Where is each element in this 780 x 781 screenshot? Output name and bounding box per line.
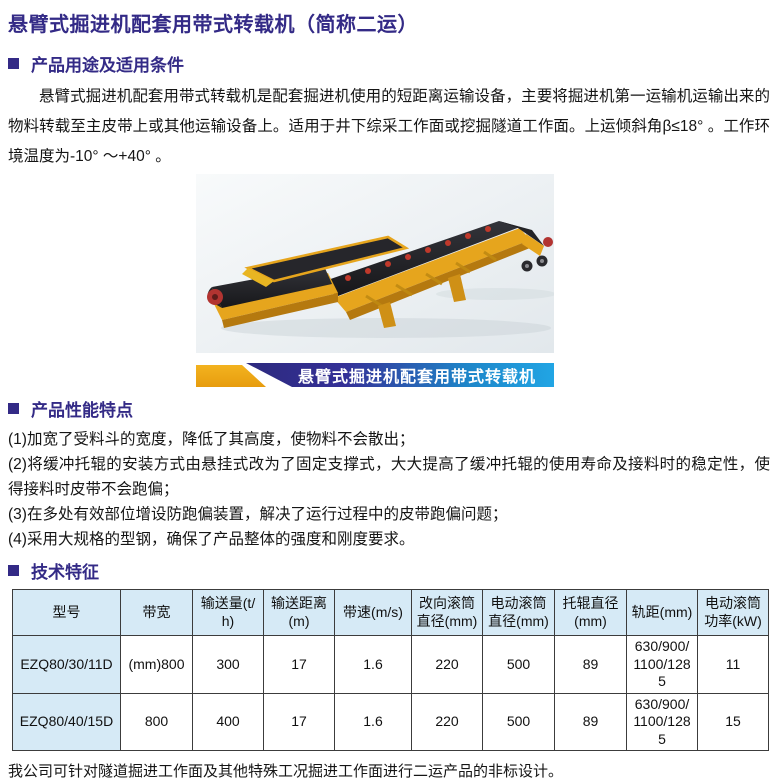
spec-cell: 17 (263, 692, 335, 751)
feature-item: (2)将缓冲托辊的安装方式由悬挂式改为了固定支撑式，大大提高了缓冲托辊的使用寿命… (8, 456, 770, 498)
col-header-belt-width: 带宽 (120, 589, 193, 636)
spec-cell: 89 (554, 635, 627, 694)
usage-paragraph: 悬臂式掘进机配套用带式转载机是配套掘进机使用的短距离运输设备，主要将掘进机第一运… (8, 88, 770, 165)
col-header-power: 电动滚筒功率(kW) (697, 589, 769, 636)
spec-cell: 1.6 (334, 692, 412, 751)
spec-cell: 1.6 (334, 635, 412, 694)
spec-header-row: 型号 带宽 输送量(t/h) 输送距离(m) 带速(m/s) 改向滚筒直径(mm… (12, 589, 769, 636)
spec-cell: 220 (411, 692, 483, 751)
spec-row: EZQ80/40/15D 800 400 17 1.6 220 500 89 6… (12, 692, 769, 751)
col-header-motor-drum: 电动滚筒直径(mm) (482, 589, 555, 636)
spec-cell: 220 (411, 635, 483, 694)
spec-cell: 89 (554, 692, 627, 751)
spec-cell: 500 (482, 692, 555, 751)
col-header-track-gauge: 轨距(mm) (626, 589, 698, 636)
section-usage-heading: 产品用途及适用条件 (8, 51, 770, 76)
spec-cell: 11 (697, 635, 769, 694)
section-usage-heading-label: 产品用途及适用条件 (31, 56, 184, 75)
spec-cell: 800 (120, 692, 193, 751)
spec-cell: 300 (192, 635, 264, 694)
figure-caption: 悬臂式掘进机配套用带式转载机 (297, 369, 536, 386)
spec-row: EZQ80/30/11D (mm)800 300 17 1.6 220 500 … (12, 635, 769, 694)
spec-cell: 630/900/ 1100/1285 (626, 635, 698, 694)
spec-cell: 500 (482, 635, 555, 694)
spec-cell: 400 (192, 692, 264, 751)
catalog-page: 悬臂式掘进机配套用带式转载机（简称二运） 产品用途及适用条件 悬臂式掘进机配套用… (8, 14, 770, 780)
conveyor-machine-illustration (196, 174, 554, 353)
spec-cell: (mm)800 (120, 635, 193, 694)
section-features-heading-label: 产品性能特点 (31, 401, 133, 420)
spec-cell: 630/900/ 1100/1285 (626, 692, 698, 751)
feature-item: (4)采用大规格的型钢，确保了产品整体的强度和刚度要求。 (8, 531, 415, 548)
footer-note: 我公司可针对隧道掘进工作面及其他特殊工况掘进工作面进行二运产品的非标设计。 (8, 763, 564, 780)
section-specs-heading: 技术特征 (8, 558, 770, 583)
square-bullet-icon (8, 58, 19, 69)
figure-caption-banner: 悬臂式掘进机配套用带式转载机 (196, 363, 554, 387)
section-features-heading: 产品性能特点 (8, 396, 770, 421)
spec-cell: 15 (697, 692, 769, 751)
col-header-distance: 输送距离(m) (263, 589, 335, 636)
col-header-speed: 带速(m/s) (334, 589, 412, 636)
figure-block: 悬臂式掘进机配套用带式转载机 (196, 174, 554, 387)
col-header-bend-drum: 改向滚筒直径(mm) (411, 589, 483, 636)
feature-list: (1)加宽了受料斗的宽度，降低了其高度，使物料不会散出； (2)将缓冲托辊的安装… (8, 427, 770, 552)
caption-blue-ribbon: 悬臂式掘进机配套用带式转载机 (246, 363, 554, 387)
page-title: 悬臂式掘进机配套用带式转载机（简称二运） (8, 14, 418, 36)
square-bullet-icon (8, 565, 19, 576)
col-header-idler-dia: 托辊直径(mm) (554, 589, 627, 636)
feature-item: (1)加宽了受料斗的宽度，降低了其高度，使物料不会散出； (8, 431, 415, 448)
feature-item: (3)在多处有效部位增设防跑偏装置，解决了运行过程中的皮带跑偏问题； (8, 506, 508, 523)
model-cell: EZQ80/40/15D (12, 692, 121, 751)
col-header-model: 型号 (12, 589, 121, 636)
spec-cell: 17 (263, 635, 335, 694)
caption-yellow-ribbon-icon (196, 365, 266, 387)
square-bullet-icon (8, 403, 19, 414)
section-specs-heading-label: 技术特征 (31, 563, 99, 582)
model-cell: EZQ80/30/11D (12, 635, 121, 694)
spec-table: 型号 带宽 输送量(t/h) 输送距离(m) 带速(m/s) 改向滚筒直径(mm… (12, 589, 769, 751)
col-header-capacity: 输送量(t/h) (192, 589, 264, 636)
